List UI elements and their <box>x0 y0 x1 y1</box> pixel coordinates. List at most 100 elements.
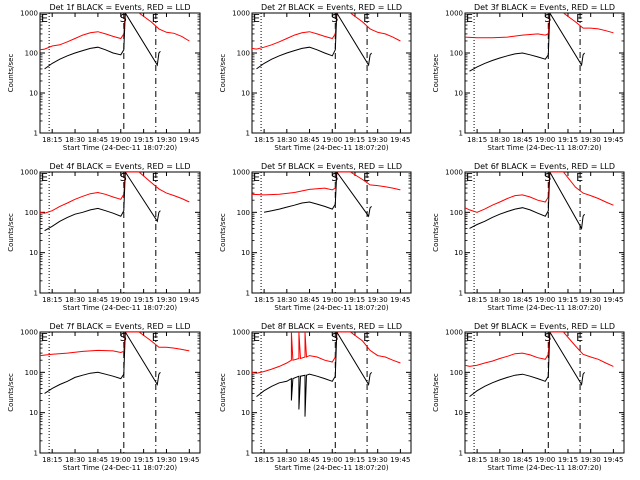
x-tick-label: 18:45 <box>299 296 319 304</box>
y-tick-label: 1000 <box>20 329 38 337</box>
plot-frame <box>251 171 412 294</box>
x-tick-label: 19:15 <box>134 136 154 144</box>
event-marker-E-1: E <box>41 171 48 184</box>
y-axis-label: Counts/sec <box>7 213 15 252</box>
y-tick-label: 100 <box>450 50 463 58</box>
y-tick-label: 100 <box>237 50 250 58</box>
y-tick-label: 1 <box>34 130 38 138</box>
x-axis-label: Start Time (24-Dec-11 18:07:20) <box>63 464 177 472</box>
plot-frame <box>39 331 201 454</box>
y-tick-label: 1000 <box>445 169 463 177</box>
detector-panel-5: Det 5f BLACK = Events, RED = LLD 1 10 100 10… <box>219 162 412 312</box>
y-tick-label: 1000 <box>20 10 38 18</box>
x-tick-label: 18:15 <box>42 136 62 144</box>
detector-panel-6: Det 6f BLACK = Events, RED = LLD 1 10 100 10… <box>432 162 625 312</box>
x-axis-label: Start Time (24-Dec-11 18:07:20) <box>487 464 601 472</box>
panel-title: Det 5f BLACK = Events, RED = LLD <box>261 162 402 171</box>
y-tick-label: 1 <box>246 450 250 458</box>
detector-panel-3: Det 3f BLACK = Events, RED = LLD 1 10 100 10… <box>432 3 625 152</box>
event-marker-E-1: E <box>253 12 260 25</box>
x-tick-label: 18:45 <box>512 456 532 464</box>
x-tick-label: 19:15 <box>558 136 578 144</box>
y-axis-label: Counts/sec <box>432 373 440 412</box>
y-axis-label: Counts/sec <box>7 54 15 93</box>
lld-series-line <box>40 172 190 214</box>
event-marker-E-1: E <box>253 331 260 344</box>
x-tick-label: 18:30 <box>490 456 510 464</box>
y-tick-label: 10 <box>29 249 38 257</box>
panel-title: Det 9f BLACK = Events, RED = LLD <box>474 322 615 331</box>
events-series-line <box>263 172 372 218</box>
y-tick-label: 1 <box>459 130 463 138</box>
panel-title: Det 2f BLACK = Events, RED = LLD <box>261 3 402 12</box>
y-tick-label: 10 <box>29 90 38 98</box>
y-tick-label: 10 <box>454 409 463 417</box>
y-axis-label: Counts/sec <box>432 213 440 252</box>
y-tick-label: 10 <box>454 249 463 257</box>
y-axis-label: Counts/sec <box>432 54 440 93</box>
event-marker-E-1: E <box>466 331 473 344</box>
y-tick-label: 1000 <box>445 10 463 18</box>
events-series-line <box>44 332 161 394</box>
x-tick-label: 19:45 <box>603 296 623 304</box>
x-tick-label: 18:15 <box>467 456 487 464</box>
x-tick-label: 19:30 <box>368 456 388 464</box>
events-series-line <box>469 332 585 397</box>
x-tick-label: 19:30 <box>368 136 388 144</box>
x-axis-label: Start Time (24-Dec-11 18:07:20) <box>63 144 177 152</box>
panel-title: Det 7f BLACK = Events, RED = LLD <box>49 322 190 331</box>
x-tick-label: 19:00 <box>111 136 131 144</box>
x-tick-label: 18:45 <box>512 136 532 144</box>
x-tick-label: 18:15 <box>254 136 274 144</box>
event-marker-S-2: S <box>331 12 338 25</box>
event-marker-S-2: S <box>120 331 127 344</box>
x-tick-label: 19:30 <box>581 456 601 464</box>
x-axis-label: Start Time (24-Dec-11 18:07:20) <box>274 464 388 472</box>
x-tick-label: 18:30 <box>65 136 85 144</box>
plot-frame <box>251 331 412 454</box>
detector-panel-2: Det 2f BLACK = Events, RED = LLD 1 10 100 10… <box>219 3 412 152</box>
x-axis-label: Start Time (24-Dec-11 18:07:20) <box>63 304 177 312</box>
detector-panel-9: Det 9f BLACK = Events, RED = LLD 1 10 100 10… <box>432 322 625 472</box>
y-tick-label: 10 <box>454 90 463 98</box>
detector-panel-1: Det 1f BLACK = Events, RED = LLD 1 10 100 10… <box>7 3 201 152</box>
plot-frame <box>39 12 201 134</box>
x-tick-label: 19:15 <box>345 456 365 464</box>
x-tick-label: 18:15 <box>467 296 487 304</box>
x-tick-label: 18:30 <box>277 136 297 144</box>
x-tick-label: 19:30 <box>156 296 176 304</box>
y-axis-label: Counts/sec <box>219 54 227 93</box>
event-marker-E-3: E <box>576 331 583 344</box>
x-tick-label: 19:00 <box>535 296 555 304</box>
y-tick-label: 100 <box>450 369 463 377</box>
x-tick-label: 19:30 <box>368 296 388 304</box>
y-tick-label: 100 <box>25 369 38 377</box>
y-tick-label: 100 <box>237 209 250 217</box>
events-series-line <box>256 332 372 417</box>
x-tick-label: 19:45 <box>390 136 410 144</box>
detector-panel-4: Det 4f BLACK = Events, RED = LLD 1 10 100 10… <box>7 162 201 312</box>
event-marker-E-1: E <box>41 331 48 344</box>
events-series-line <box>44 13 161 70</box>
plot-frame <box>39 171 201 294</box>
lld-series-line <box>40 13 190 51</box>
x-tick-label: 19:45 <box>390 456 410 464</box>
x-axis-label: Start Time (24-Dec-11 18:07:20) <box>274 304 388 312</box>
event-marker-E-3: E <box>576 171 583 184</box>
x-tick-label: 18:30 <box>65 296 85 304</box>
y-tick-label: 1000 <box>20 169 38 177</box>
x-tick-label: 19:45 <box>179 456 199 464</box>
event-marker-E-3: E <box>152 171 159 184</box>
x-tick-label: 19:45 <box>603 136 623 144</box>
panel-title: Det 3f BLACK = Events, RED = LLD <box>474 3 615 12</box>
events-series-line <box>469 172 585 230</box>
event-marker-E-3: E <box>152 12 159 25</box>
y-tick-label: 1000 <box>232 10 250 18</box>
x-tick-label: 19:00 <box>322 296 342 304</box>
x-tick-label: 19:30 <box>156 456 176 464</box>
y-tick-label: 10 <box>241 249 250 257</box>
x-tick-label: 18:15 <box>254 296 274 304</box>
y-tick-label: 1 <box>459 450 463 458</box>
